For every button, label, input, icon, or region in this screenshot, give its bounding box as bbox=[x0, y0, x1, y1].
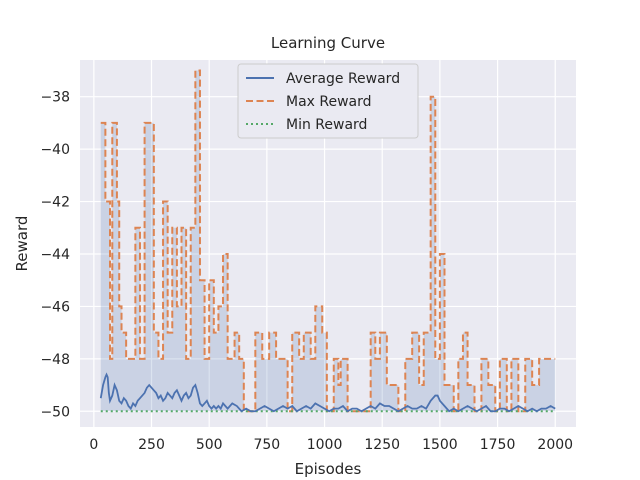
legend: Average Reward Max Reward Min Reward bbox=[237, 63, 419, 139]
x-tick-label: 500 bbox=[196, 437, 223, 453]
y-tick-label: −48 bbox=[40, 352, 70, 368]
legend-label-min: Min Reward bbox=[286, 117, 367, 133]
series-lines bbox=[99, 69, 556, 413]
chart-title: Learning Curve bbox=[271, 34, 385, 52]
x-tick-label: 2000 bbox=[537, 437, 573, 453]
y-axis-label: Reward bbox=[13, 216, 31, 272]
y-tick-label: −46 bbox=[40, 299, 70, 315]
x-tick-label: 0 bbox=[89, 437, 98, 453]
reward-range-band bbox=[100, 70, 556, 412]
x-tick-label: 1500 bbox=[422, 437, 458, 453]
x-tick-label: 1000 bbox=[307, 437, 343, 453]
average-reward-line bbox=[99, 372, 556, 413]
y-tick-label: −40 bbox=[40, 142, 70, 158]
x-axis-label: Episodes bbox=[295, 460, 362, 478]
x-tick-label: 250 bbox=[138, 437, 165, 453]
legend-label-max: Max Reward bbox=[286, 94, 372, 110]
y-tick-label: −50 bbox=[40, 404, 70, 420]
y-tick-label: −42 bbox=[40, 195, 70, 211]
y-tick-label: −38 bbox=[40, 90, 70, 106]
legend-label-average: Average Reward bbox=[286, 71, 400, 87]
legend-box bbox=[237, 63, 419, 139]
max-reward-line bbox=[100, 69, 556, 413]
x-tick-label: 1250 bbox=[364, 437, 400, 453]
x-tick-label: 1750 bbox=[480, 437, 516, 453]
x-tick-label: 750 bbox=[253, 437, 280, 453]
fill-band bbox=[100, 70, 556, 412]
y-tick-label: −44 bbox=[40, 247, 70, 263]
tick-labels: 0 250 500 750 1000 1250 1500 1750 2000 −38 −40 −42 −… bbox=[40, 90, 573, 453]
